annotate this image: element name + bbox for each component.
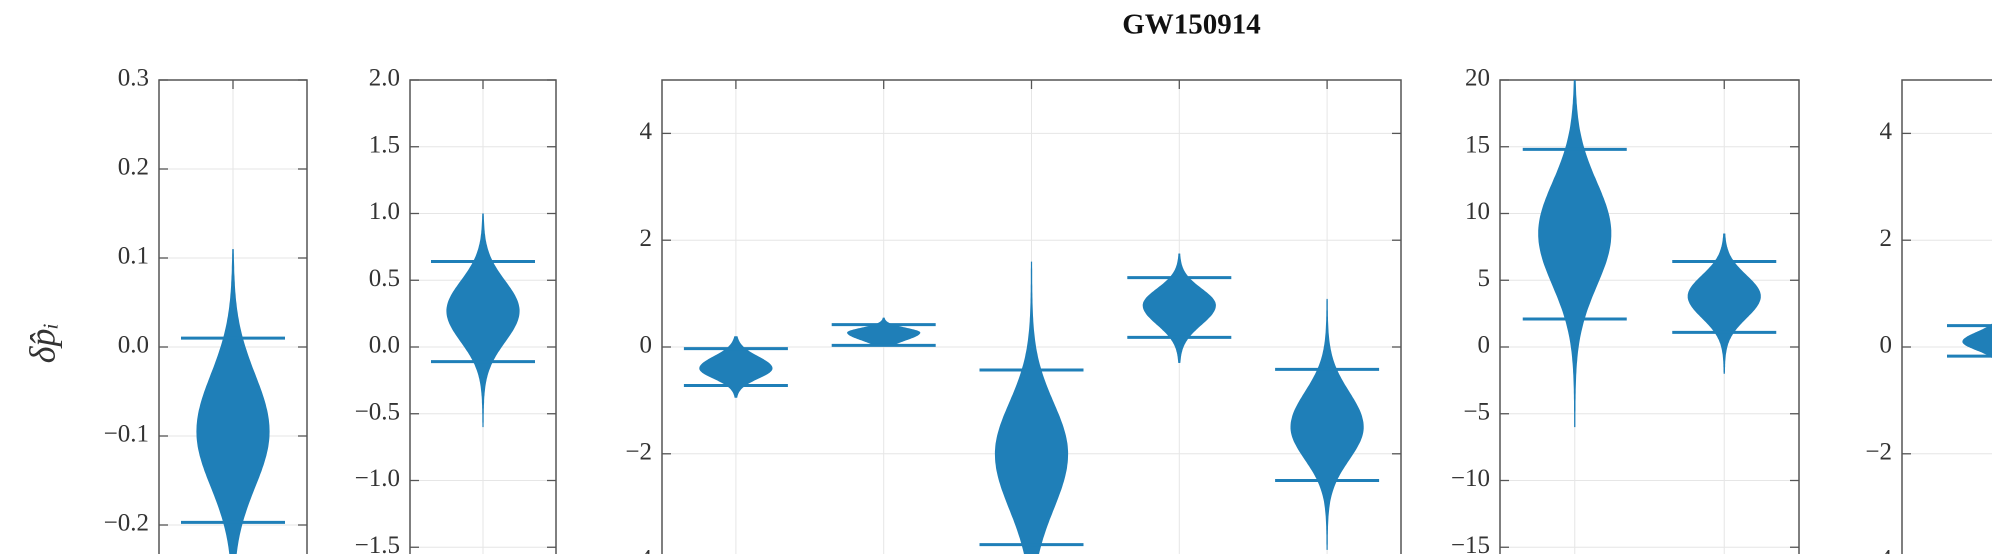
y-tick-label: −4 [625,545,652,554]
violin [446,213,520,428]
violin [196,249,270,554]
y-tick-label: 0.1 [118,243,149,270]
y-tick-label: −0.5 [355,398,400,425]
plot-frame [1499,79,1800,554]
plot-frame [409,79,557,554]
y-tick-label: −1.5 [355,532,400,554]
y-tick-label: 5 [1478,265,1491,292]
y-tick-label: −1.0 [355,465,400,492]
plot-frame [661,79,1402,554]
y-tick-label: −2 [1865,439,1892,466]
y-tick-label: −4 [1865,545,1892,554]
violin [1290,298,1364,550]
y-tick-label: 1.0 [369,198,400,225]
y-tick-label: −15 [1451,532,1490,554]
y-tick-label: 2 [1880,225,1893,252]
chart-title: GW150914 [1122,9,1261,41]
y-tick-label: 10 [1465,198,1490,225]
violin [847,317,921,345]
violin [994,261,1069,554]
panel: −0.2 −0.1 0.0 0.1 0.2 0.3 [104,65,308,554]
y-tick-label: 2 [640,225,653,252]
plot-frame [158,79,308,554]
violin [1962,323,1992,358]
violin [1687,233,1761,374]
y-tick-label: 0.0 [118,332,149,359]
y-tick-label: −5 [1463,398,1490,425]
y-tick-label: 4 [640,118,653,145]
panel: −15 −10 −5 0 5 10 15 20 [1451,65,1800,554]
y-tick-label: 0.0 [369,332,400,359]
y-tick-label: 0 [1478,332,1491,359]
y-tick-label: 0.3 [118,65,149,92]
violin [1142,253,1216,363]
y-tick-label: 2.0 [369,65,400,92]
y-tick-label: 4 [1880,118,1893,145]
panel: −1.5 −1.0 −0.5 0.0 0.5 1.0 1.5 2.0 [355,65,557,554]
panel: −4 −2 0 2 4 [625,79,1402,554]
y-tick-label: 15 [1465,131,1490,158]
violin [699,336,773,398]
y-tick-label: −2 [625,439,652,466]
panel: −4 −2 0 2 4 [1865,79,1992,554]
y-tick-label: 0 [640,332,653,359]
y-axis-label: δp̂ᵢ [22,323,62,363]
y-tick-label: 1.5 [369,131,400,158]
y-tick-label: 0.2 [118,154,149,181]
y-tick-label: −0.2 [104,510,149,537]
y-tick-label: 0 [1880,332,1893,359]
plot-frame [1901,79,1992,554]
violin [1538,80,1612,428]
y-tick-label: −0.1 [104,421,149,448]
y-tick-label: 0.5 [369,265,400,292]
y-tick-label: 20 [1465,65,1490,92]
y-tick-label: −10 [1451,465,1490,492]
